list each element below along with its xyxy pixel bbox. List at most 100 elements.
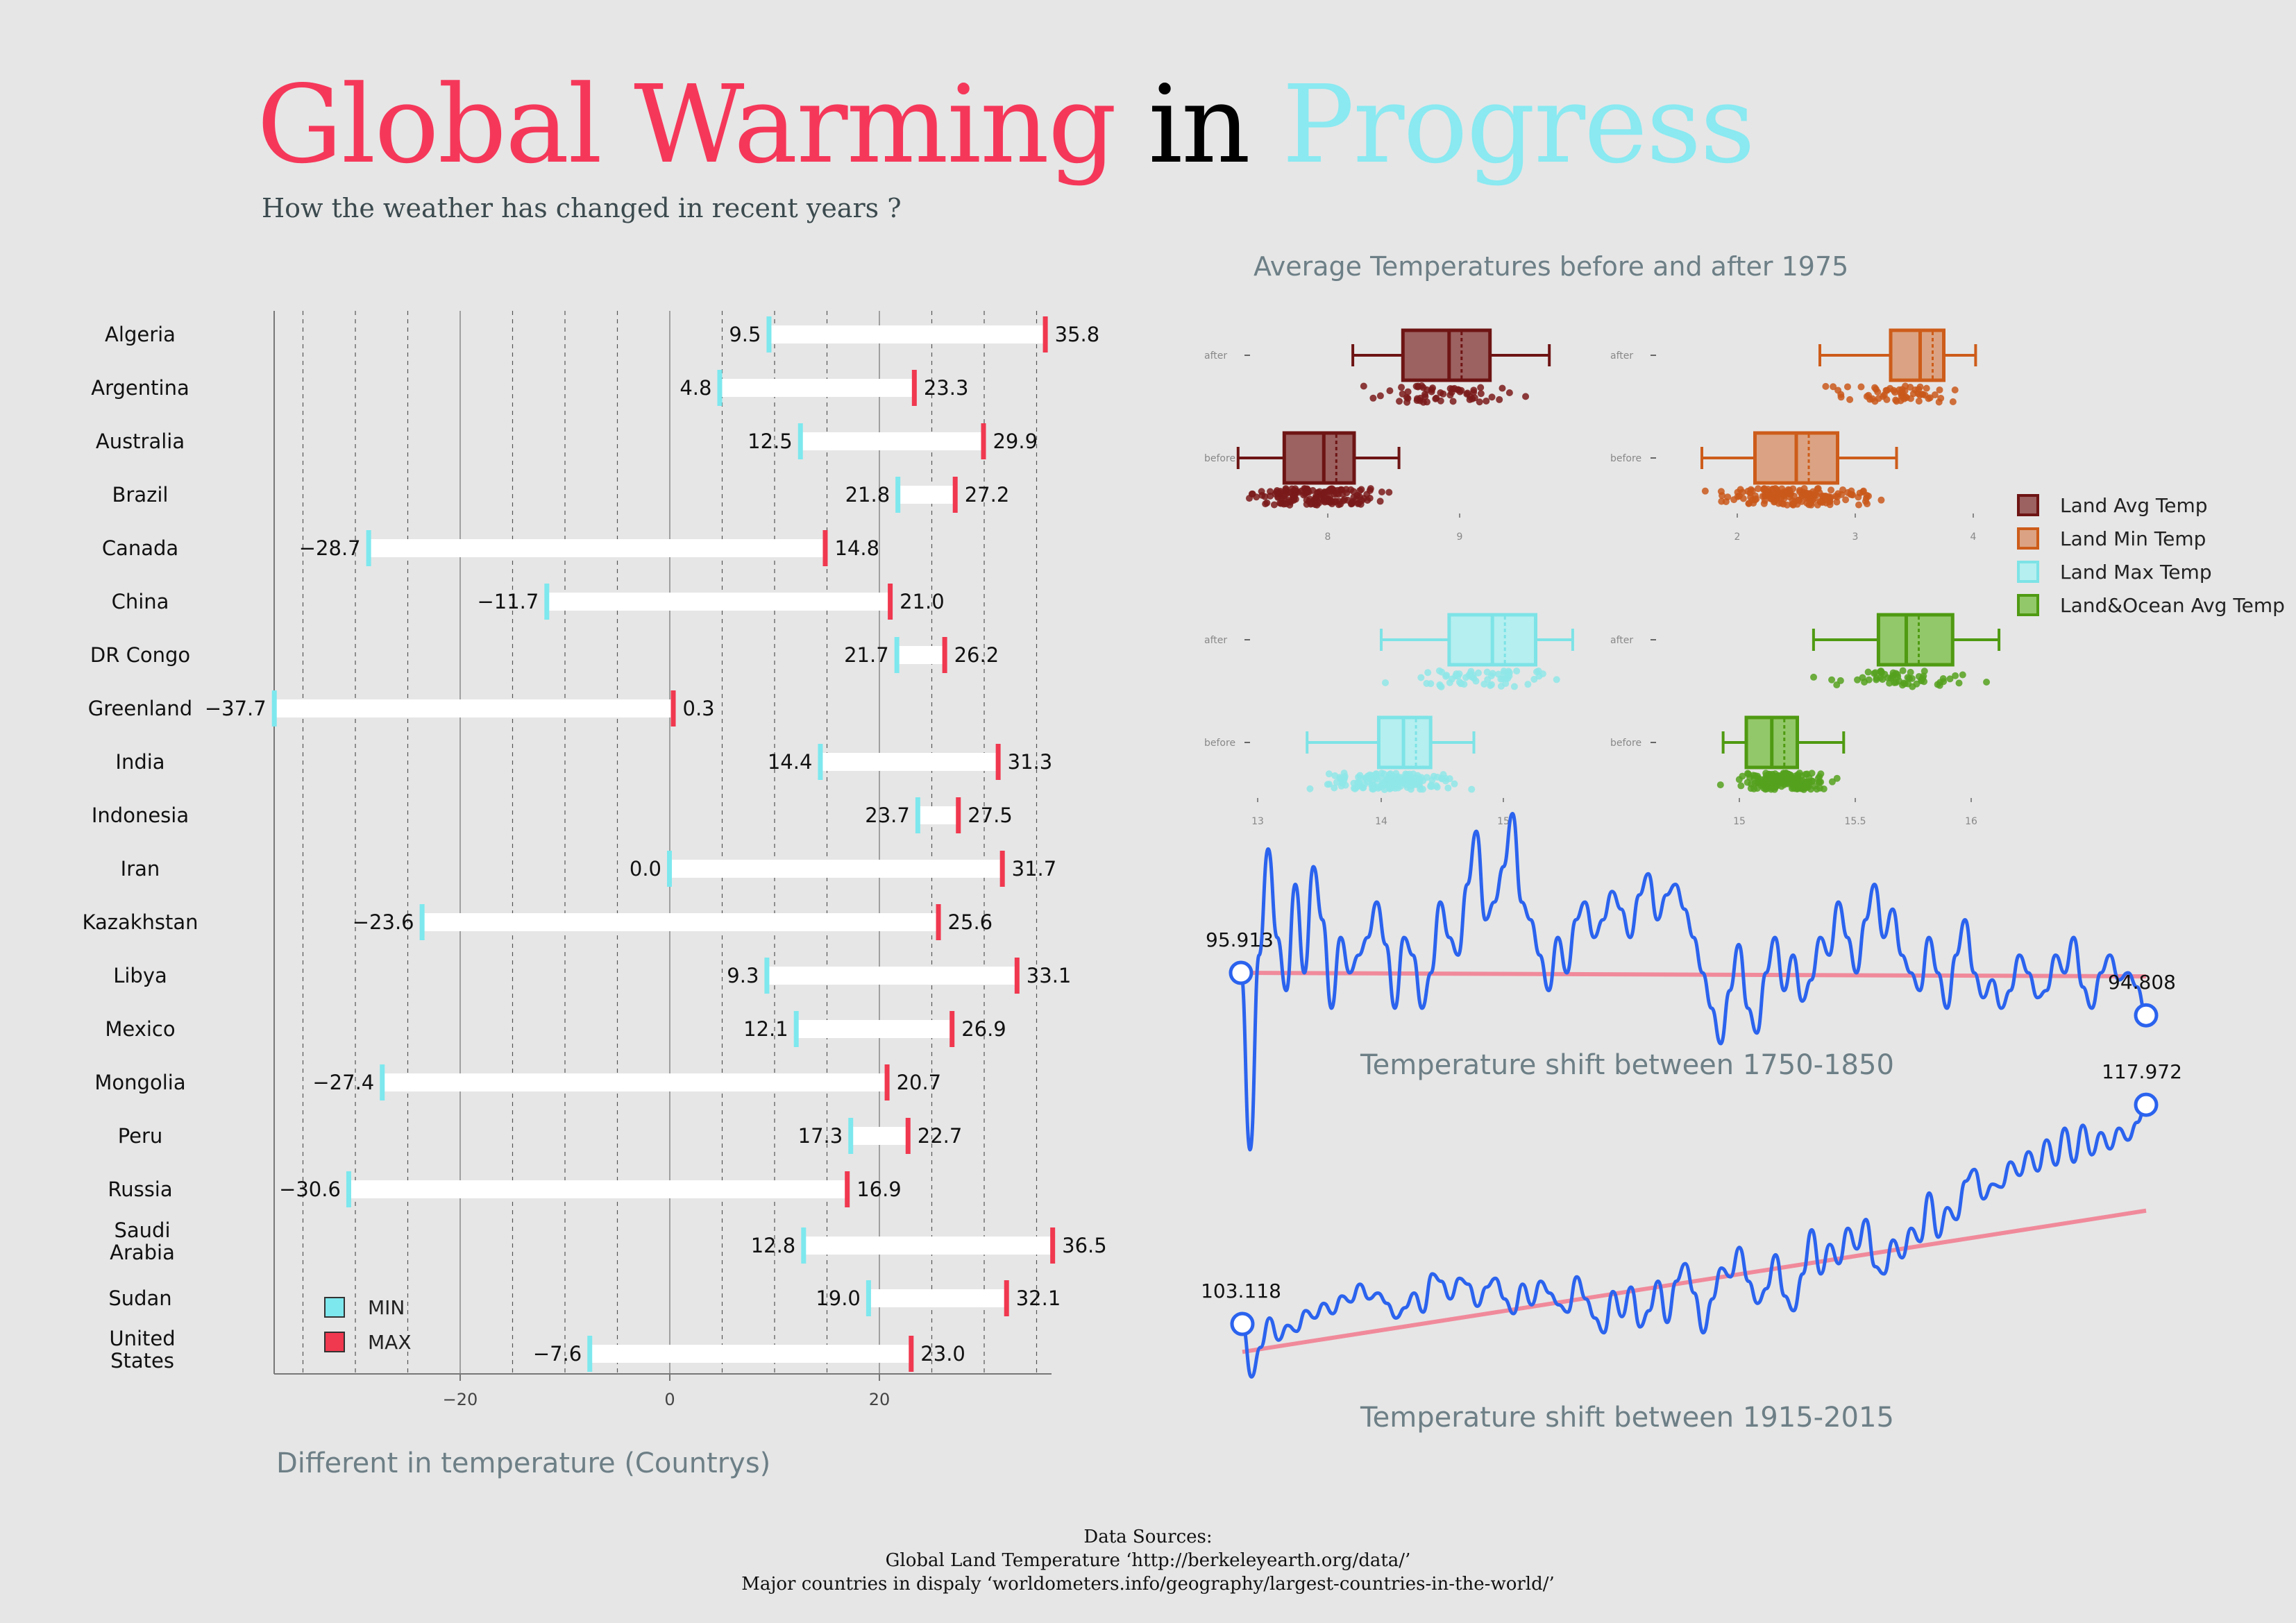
box-jitter-point	[1394, 784, 1402, 792]
range-row: India 14.4 31.3	[115, 744, 1052, 780]
box-jitter-point	[1830, 383, 1837, 391]
box-jitter-point	[1399, 390, 1406, 398]
box-jitter-point	[1331, 772, 1339, 779]
box-jitter-point	[1762, 486, 1770, 494]
range-max-label: 31.3	[1008, 750, 1053, 774]
box-jitter-point	[1306, 785, 1314, 792]
box-jitter-point	[1719, 492, 1726, 500]
range-min-label: −37.7	[205, 697, 267, 720]
series-start-point	[1229, 960, 1253, 985]
box-jitter-point	[1843, 383, 1851, 391]
box-jitter-point	[1403, 398, 1411, 406]
box-jitter-point	[1263, 499, 1271, 507]
range-max-marker	[942, 637, 947, 673]
box-jitter-point	[1366, 494, 1374, 502]
range-row: Canada −28.7 14.8	[102, 530, 879, 566]
range-min-marker	[380, 1064, 385, 1101]
series-end-label: 94.808	[2108, 971, 2176, 994]
range-min-label: 9.3	[727, 964, 759, 987]
box-jitter-point	[1896, 677, 1903, 685]
range-bar	[820, 753, 998, 771]
box-jitter-point	[1357, 775, 1365, 783]
series-line	[1239, 812, 2148, 1152]
range-max-label: 0.3	[683, 697, 715, 720]
series-start-point	[1230, 1311, 1255, 1336]
box-jitter-point	[1739, 772, 1746, 780]
shift-chart: 103.118 117.972	[1201, 1060, 2182, 1379]
box-panel: after before 15 15.5 16	[1610, 613, 2001, 827]
box-jitter-point	[1331, 784, 1338, 792]
box-category-label: before	[1204, 453, 1235, 464]
series-end-point	[2134, 1003, 2159, 1028]
box-jitter-point	[1438, 668, 1446, 676]
range-min-marker	[587, 1336, 593, 1372]
box-jitter-point	[1245, 495, 1253, 502]
range-category-label: Canada	[102, 536, 178, 560]
range-max-marker	[909, 1336, 914, 1372]
box-jitter-point	[1402, 774, 1410, 781]
range-row: Mexico 12.1 26.9	[105, 1011, 1006, 1047]
box-jitter-point	[1328, 485, 1336, 493]
box-jitter-point	[1716, 781, 1724, 789]
shift-chart: 95.913 94.808	[1206, 812, 2176, 1152]
range-min-marker	[797, 423, 803, 459]
trend-line	[1242, 1208, 2147, 1354]
box-jitter-point	[1802, 779, 1809, 786]
range-min-label: 14.4	[768, 750, 813, 774]
box-jitter-point	[1381, 781, 1388, 789]
range-max-marker	[670, 690, 676, 726]
box-jitter-point	[1908, 674, 1916, 682]
series-line	[1240, 1103, 2147, 1379]
box-jitter-point	[1471, 394, 1478, 402]
title-part-global-warming: Global Warming	[257, 62, 1117, 187]
range-row: Argentina 4.8 23.3	[91, 370, 968, 406]
range-category-label: Brazil	[112, 483, 169, 507]
range-legend-label: MIN	[368, 1296, 405, 1319]
box-legend-label: Land Avg Temp	[2060, 494, 2208, 517]
box-jitter-point	[1442, 672, 1450, 680]
box-jitter-point	[1915, 672, 1923, 680]
box-jitter-point	[1367, 485, 1374, 493]
range-bar	[590, 1345, 911, 1363]
box-jitter-point	[1955, 679, 1963, 687]
box-jitter-point	[1899, 667, 1907, 674]
box-jitter-point	[1343, 489, 1351, 497]
box-jitter-point	[1798, 492, 1806, 500]
range-min-marker	[717, 370, 723, 406]
range-min-label: 23.7	[865, 804, 910, 827]
range-category-label: Libya	[113, 964, 167, 987]
box-jitter-point	[1385, 774, 1392, 782]
box-jitter-point	[1808, 770, 1816, 777]
range-category-label: Arabia	[110, 1241, 175, 1264]
range-min-marker	[366, 530, 371, 566]
range-min-label: 12.8	[751, 1234, 796, 1257]
range-min-marker	[895, 477, 901, 513]
box-jitter-point	[1891, 389, 1899, 396]
box-jitter-point	[1449, 398, 1457, 405]
range-row: Mongolia −27.4 20.7	[94, 1064, 941, 1101]
box-jitter-point	[1817, 770, 1825, 778]
box-jitter-point	[1859, 674, 1866, 681]
box-jitter-point	[1341, 772, 1349, 780]
box-legend-label: Land&Ocean Avg Temp	[2060, 594, 2285, 617]
range-category-label: Indonesia	[92, 804, 189, 827]
range-category-label: Kazakhstan	[82, 910, 198, 934]
range-bar	[800, 432, 984, 450]
box-category-label: after	[1610, 635, 1633, 646]
box-legend-item: Land Min Temp	[2017, 527, 2206, 550]
box-jitter-point	[1499, 384, 1506, 392]
box-jitter-point	[1730, 496, 1738, 504]
range-x-tick-label: 0	[664, 1390, 675, 1409]
box-jitter-point	[1261, 493, 1269, 500]
box-jitter-point	[1292, 485, 1299, 493]
range-bar	[670, 860, 1002, 878]
range-min-label: −11.7	[477, 590, 539, 613]
box-jitter-point	[1949, 398, 1957, 405]
range-max-label: 25.6	[948, 910, 993, 934]
range-max-label: 21.0	[900, 590, 945, 613]
box-jitter-point	[1795, 496, 1803, 504]
range-category-label: Greenland	[88, 697, 192, 720]
box-jitter-point	[1862, 498, 1869, 505]
box-panel: after before 8 9	[1204, 328, 1551, 543]
